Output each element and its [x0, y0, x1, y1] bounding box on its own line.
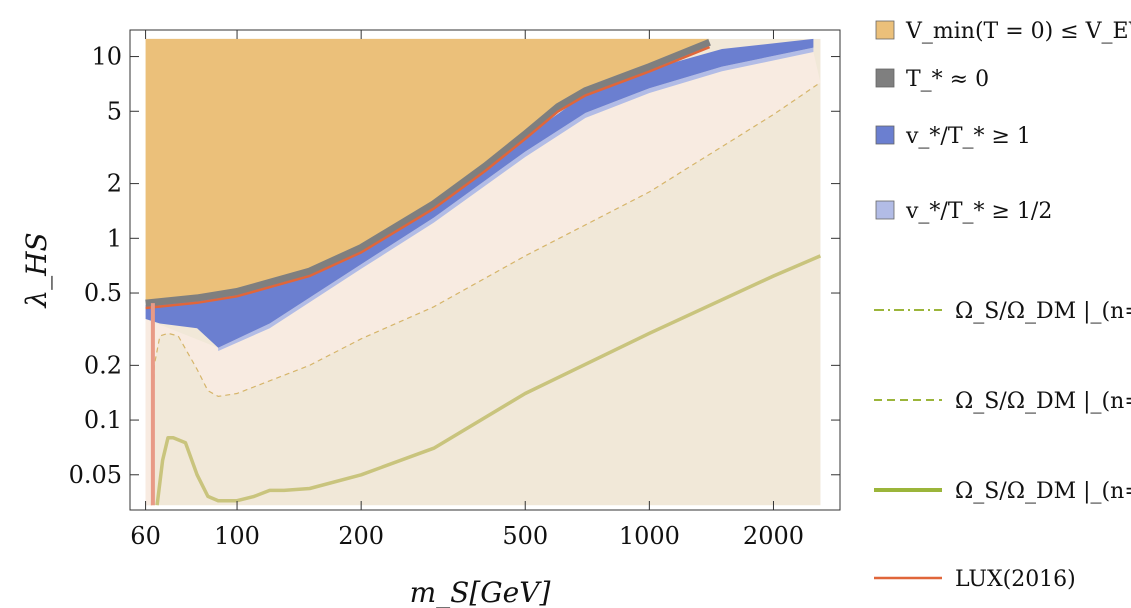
n6-region — [145, 52, 821, 506]
x-tick-label: 100 — [214, 522, 260, 550]
x-tick-label: 500 — [502, 522, 548, 550]
boundary-line — [145, 45, 711, 310]
legend-swatch-ratio1 — [875, 125, 895, 145]
y-axis-title: λ_HS — [20, 232, 53, 308]
n5-line — [150, 82, 821, 506]
y-tick-label: 0.1 — [84, 406, 122, 434]
x-tick-label: 1000 — [619, 522, 680, 550]
legend-swatch-tstar — [875, 68, 895, 88]
y-tick-label: 5 — [107, 97, 122, 125]
legend-swatch-vmin — [875, 20, 895, 40]
x-tick-label: 200 — [338, 522, 384, 550]
x-tick-label: 2000 — [743, 522, 804, 550]
x-tick-label: 60 — [130, 522, 161, 550]
y-tick-label: 1 — [107, 224, 122, 252]
plot-area — [145, 38, 822, 506]
legend-label-tstar: T_* ≈ 0 — [906, 67, 989, 92]
legend-label-ratio1: v_*/T_* ≥ 1 — [905, 124, 1031, 149]
legend: V_min(T = 0) ≤ V_EW T_* ≈ 0 v_*/T_* ≥ 1 v_*… — [874, 19, 1131, 592]
legend-label-n5: Ω_S/Ω_DM |_(n=5) = 1 — [955, 389, 1131, 414]
legend-label-vmin: V_min(T = 0) ≤ V_EW — [905, 19, 1131, 44]
vmin-region — [145, 38, 710, 302]
legend-label-n6: Ω_S/Ω_DM |_(n=6) = 1 — [955, 299, 1131, 324]
axes: 60 100 200 500 1000 2000 0.05 0.1 0.2 0.5 1 2 5 10 — [69, 29, 841, 550]
y-tick-label: 2 — [107, 170, 122, 198]
y-tick-label: 10 — [91, 43, 122, 71]
tstar-band — [145, 38, 711, 307]
legend-label-n4: Ω_S/Ω_DM |_(n=4) = 1 — [955, 479, 1131, 504]
ratio-half-band — [218, 47, 814, 351]
y-tick-label: 0.5 — [84, 279, 122, 307]
y-tick-label: 0.2 — [84, 351, 122, 379]
n4-line — [155, 254, 822, 506]
legend-label-lux: LUX(2016) — [955, 567, 1076, 592]
legend-swatch-ratio_half — [875, 200, 895, 220]
y-tick-label: 0.05 — [69, 461, 122, 489]
x-axis-title: m_S[GeV] — [410, 576, 551, 608]
legend-label-ratio_half: v_*/T_* ≥ 1/2 — [905, 199, 1052, 224]
plot-frame — [129, 29, 841, 511]
